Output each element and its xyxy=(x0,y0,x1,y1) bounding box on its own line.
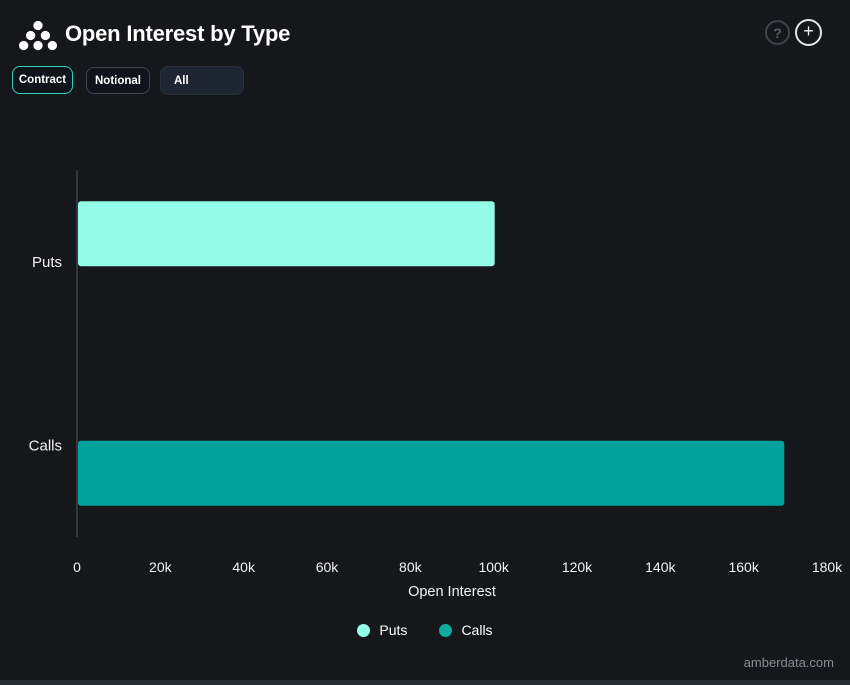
bottom-divider xyxy=(0,680,850,685)
legend-label-puts: Puts xyxy=(379,622,408,638)
bar-puts[interactable] xyxy=(78,201,495,267)
x-axis-title: Open Interest xyxy=(408,584,496,600)
filter-dropdown[interactable]: All xyxy=(160,66,244,95)
legend-item-puts[interactable]: Puts xyxy=(357,622,407,638)
help-button[interactable]: ? xyxy=(765,20,790,45)
page-title: Open Interest by Type xyxy=(65,21,291,46)
x-tick-label: 180k xyxy=(812,559,843,575)
y-tick-label: Calls xyxy=(29,437,62,454)
x-tick-label: 100k xyxy=(478,559,509,575)
chart-legend: Puts Calls xyxy=(0,622,850,638)
bar-calls[interactable] xyxy=(78,440,785,506)
legend-item-calls[interactable]: Calls xyxy=(439,622,493,638)
x-tick-label: 80k xyxy=(399,559,423,575)
plus-icon: + xyxy=(803,21,814,41)
x-tick-label: 20k xyxy=(149,559,173,575)
x-tick-label: 40k xyxy=(232,559,256,575)
notional-toggle-button[interactable]: Notional xyxy=(86,67,150,94)
x-tick-label: 120k xyxy=(562,559,593,575)
contract-toggle-button[interactable]: Contract xyxy=(12,66,73,94)
watermark: amberdata.com xyxy=(743,655,834,670)
x-tick-label: 0 xyxy=(73,559,81,575)
amberdata-logo-icon xyxy=(19,20,57,51)
x-tick-label: 60k xyxy=(316,559,340,575)
bar-chart: Puts Calls 0 20k 40k 60k 80k 100k 120k 140k 160k 18… xyxy=(29,170,843,600)
x-tick-label: 140k xyxy=(645,559,676,575)
legend-swatch-puts xyxy=(357,623,371,637)
legend-label-calls: Calls xyxy=(461,622,493,638)
x-tick-label: 160k xyxy=(728,559,759,575)
question-icon: ? xyxy=(773,24,782,41)
legend-swatch-calls xyxy=(439,623,453,637)
add-button[interactable]: + xyxy=(795,19,822,46)
y-tick-label: Puts xyxy=(32,254,62,271)
